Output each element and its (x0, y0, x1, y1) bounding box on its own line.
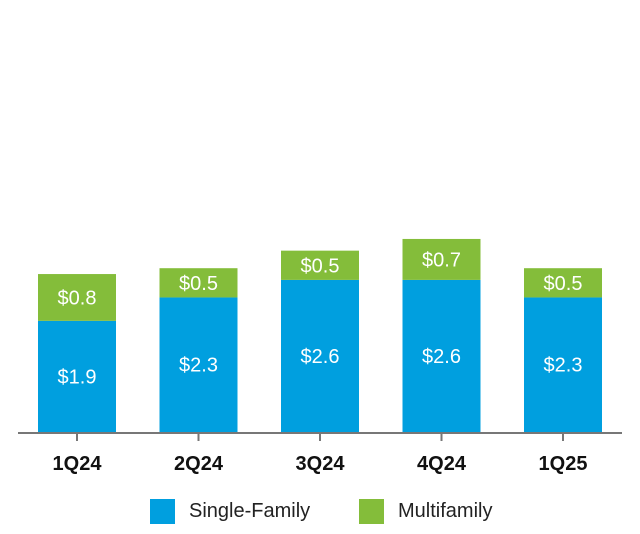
bar-single-family-3q24 (281, 279, 359, 432)
legend-item-single-family: Single-Family (150, 497, 310, 525)
data-label-single-family-4q24: $2.6 (422, 346, 461, 368)
data-label-multifamily-1q24: $0.8 (58, 287, 97, 309)
data-label-single-family-1q25: $2.3 (544, 355, 583, 377)
x-tick-label-4q24: 4Q24 (417, 453, 467, 475)
x-axis-ticks: 1Q24 2Q24 3Q24 4Q24 1Q25 (53, 433, 588, 475)
bar-value-labels: $1.9 $0.8 $2.3 $0.5 $2.6 $0.5 $2.6 $0.7 $2.3 $0.5 (58, 249, 583, 388)
x-tick-label-1q24: 1Q24 (53, 453, 103, 475)
legend-item-multifamily: Multifamily (359, 497, 492, 525)
data-label-single-family-1q24: $1.9 (58, 366, 97, 388)
data-label-single-family-2q24: $2.3 (179, 355, 218, 377)
bar-multifamily-4q24 (402, 238, 481, 280)
data-label-single-family-3q24: $2.6 (301, 346, 340, 368)
bar-multifamily-3q24 (281, 250, 359, 280)
legend-label-single-family: Single-Family (189, 499, 311, 522)
data-label-multifamily-1q25: $0.5 (544, 273, 583, 295)
bar-multifamily-1q24 (38, 274, 116, 321)
bar-multifamily-2q24 (159, 268, 238, 298)
x-tick-label-2q24: 2Q24 (174, 453, 224, 475)
bar-single-family-4q24 (402, 279, 481, 432)
bar-multifamily-1q25 (524, 268, 602, 298)
legend: Single-Family Multifamily (0, 497, 640, 525)
x-tick-label-1q25: 1Q25 (539, 453, 588, 475)
legend-swatch-multifamily (359, 498, 384, 524)
bar-single-family-2q24 (159, 297, 238, 432)
data-label-multifamily-3q24: $0.5 (301, 255, 340, 277)
legend-label-multifamily: Multifamily (398, 499, 493, 522)
bar-single-family-1q25 (524, 297, 602, 432)
x-tick-label-3q24: 3Q24 (296, 453, 346, 475)
stacked-bar-chart: 1Q24 2Q24 3Q24 4Q24 1Q25 $1.9 $0.8 $2.3 $0.5 $2.… (18, 238, 622, 475)
data-label-multifamily-4q24: $0.7 (422, 249, 461, 271)
bars-group (38, 238, 602, 432)
bar-single-family-1q24 (38, 320, 116, 432)
data-label-multifamily-2q24: $0.5 (179, 273, 218, 295)
legend-swatch-single-family (150, 498, 175, 524)
